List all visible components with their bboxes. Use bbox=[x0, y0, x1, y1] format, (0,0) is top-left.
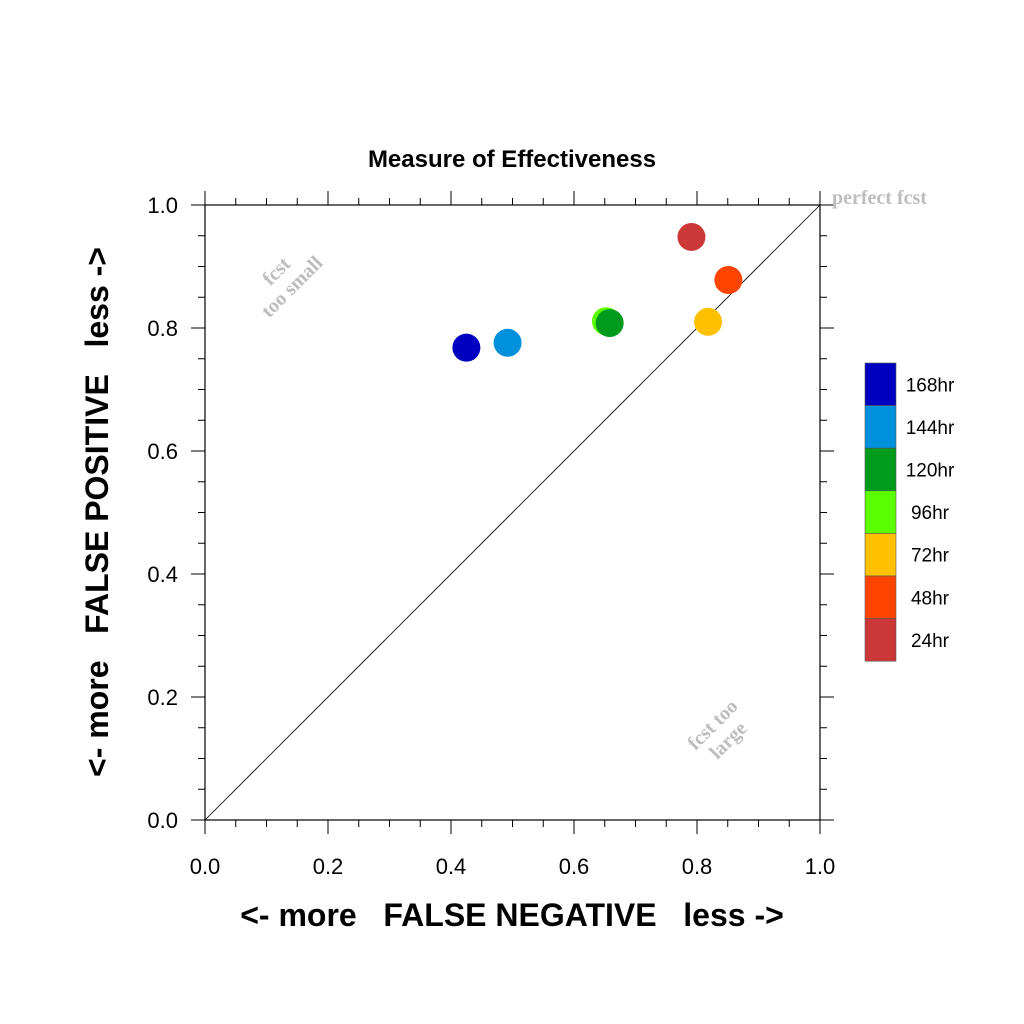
annotation-too-small-line2: too small bbox=[257, 252, 327, 322]
legend-label-120hr: 120hr bbox=[906, 461, 955, 482]
y-tick-label: 1.0 bbox=[147, 193, 178, 218]
legend-label-96hr: 96hr bbox=[911, 503, 950, 524]
x-tick-label: 0.0 bbox=[190, 854, 221, 879]
x-tick-label: 0.8 bbox=[682, 854, 713, 879]
data-point-24hr bbox=[677, 222, 706, 251]
data-point-120hr bbox=[595, 309, 624, 338]
x-axis-title: <- more FALSE NEGATIVE less -> bbox=[240, 897, 784, 933]
legend-swatch-24hr bbox=[864, 618, 897, 662]
data-point-144hr bbox=[493, 328, 522, 357]
y-tick-label: 0.6 bbox=[147, 439, 178, 464]
tick-marks bbox=[191, 191, 834, 834]
legend-swatch-96hr bbox=[864, 490, 897, 534]
y-axis-title: <- more FALSE POSITIVE less -> bbox=[79, 247, 115, 777]
y-tick-label: 0.0 bbox=[147, 808, 178, 833]
y-tick-label: 0.4 bbox=[147, 562, 178, 587]
legend-swatch-144hr bbox=[864, 405, 897, 449]
annotation-perfect-fcst: perfect fcst bbox=[832, 187, 927, 209]
data-point-168hr bbox=[452, 333, 481, 362]
x-tick-label: 0.6 bbox=[559, 854, 590, 879]
legend-swatch-72hr bbox=[864, 533, 897, 577]
y-tick-labels: 0.0 0.2 0.4 0.6 0.8 1.0 bbox=[147, 193, 178, 833]
x-tick-label: 1.0 bbox=[805, 854, 836, 879]
legend-swatch-168hr bbox=[864, 362, 897, 406]
legend-label-144hr: 144hr bbox=[906, 418, 955, 439]
data-points bbox=[452, 222, 743, 362]
plot-frame bbox=[204, 204, 821, 821]
legend: 168hr 144hr 120hr 96hr 72hr 48hr 24hr bbox=[864, 362, 955, 662]
x-tick-label: 0.4 bbox=[436, 854, 467, 879]
y-tick-label: 0.2 bbox=[147, 685, 178, 710]
legend-label-24hr: 24hr bbox=[911, 631, 950, 652]
x-tick-label: 0.2 bbox=[313, 854, 344, 879]
data-point-48hr bbox=[714, 266, 743, 295]
y-tick-label: 0.8 bbox=[147, 316, 178, 341]
chart-title: Measure of Effectiveness bbox=[368, 146, 656, 173]
legend-swatch-120hr bbox=[864, 447, 897, 492]
legend-label-48hr: 48hr bbox=[911, 588, 950, 609]
legend-swatch-48hr bbox=[864, 575, 897, 619]
x-tick-labels: 0.0 0.2 0.4 0.6 0.8 1.0 bbox=[190, 854, 836, 879]
data-point-72hr bbox=[694, 307, 723, 336]
legend-label-168hr: 168hr bbox=[906, 375, 955, 396]
reference-diagonal bbox=[204, 204, 821, 821]
legend-label-72hr: 72hr bbox=[911, 546, 950, 567]
